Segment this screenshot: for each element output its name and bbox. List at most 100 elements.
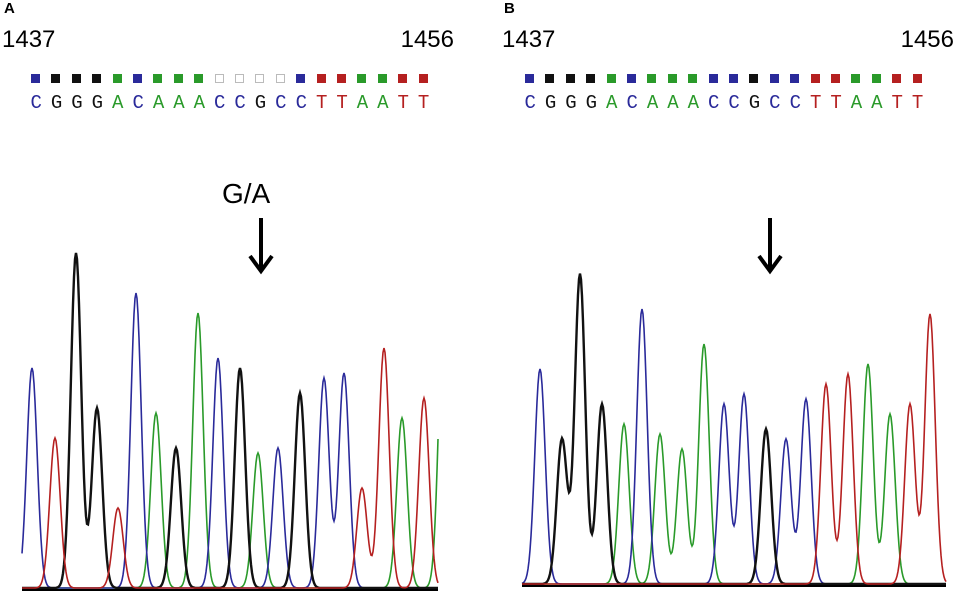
quality-square [831, 74, 840, 83]
quality-square [194, 74, 204, 83]
base-call: A [850, 92, 863, 114]
base-call: C [295, 92, 307, 114]
quality-square [173, 74, 183, 83]
quality-square [892, 74, 902, 83]
base-call: G [91, 92, 104, 114]
quality-square [545, 74, 555, 83]
base-call: T [397, 92, 409, 114]
quality-square [871, 74, 881, 83]
quality-square [790, 74, 800, 83]
base-call: C [626, 92, 638, 114]
base-call: G [71, 92, 83, 114]
quality-square [627, 74, 636, 83]
quality-square [769, 74, 779, 83]
trace-T [22, 347, 439, 589]
base-call: A [356, 92, 369, 114]
trace-G [522, 273, 946, 586]
quality-square [316, 74, 326, 83]
base-call: T [891, 92, 903, 114]
base-call: C [708, 92, 720, 114]
quality-square [606, 74, 616, 83]
quality-square [586, 74, 596, 83]
end-position: 1456 [400, 26, 454, 53]
base-call: A [112, 92, 124, 114]
base-call: A [377, 92, 389, 114]
quality-square [647, 74, 657, 83]
quality-square [275, 74, 285, 83]
base-call: C [132, 92, 144, 114]
quality-square [749, 74, 759, 83]
base-call: A [667, 92, 679, 114]
base-call: G [254, 92, 267, 114]
quality-square [912, 74, 922, 83]
base-call: T [315, 92, 328, 114]
chromatogram [521, 273, 947, 587]
base-call: G [544, 92, 557, 114]
quality-square [214, 74, 224, 83]
quality-square [51, 74, 61, 83]
base-call: C [30, 92, 42, 114]
quality-square [377, 74, 387, 83]
quality-square [255, 74, 265, 83]
quality-square [71, 74, 81, 83]
base-call: C [769, 92, 781, 114]
base-call: A [646, 92, 659, 114]
base-call: C [234, 92, 246, 114]
quality-square [235, 74, 244, 83]
quality-square [667, 74, 677, 83]
base-call: C [789, 92, 801, 114]
base-call: C [275, 92, 287, 114]
base-call: A [687, 92, 700, 114]
base-call: T [417, 92, 430, 114]
quality-square [337, 74, 346, 83]
base-call: T [809, 92, 822, 114]
quality-square [296, 74, 306, 83]
base-call: C [214, 92, 226, 114]
base-call: G [50, 92, 63, 114]
base-call: T [830, 92, 842, 114]
quality-square [398, 74, 408, 83]
base-call: T [336, 92, 348, 114]
quality-square [92, 74, 102, 83]
base-call: A [606, 92, 618, 114]
quality-square [708, 74, 718, 83]
quality-square [418, 74, 428, 83]
panel-letter: B [504, 0, 515, 17]
quality-square [133, 74, 142, 83]
end-position: 1456 [900, 26, 954, 53]
quality-square [810, 74, 820, 83]
quality-square [31, 74, 40, 83]
chromatogram [21, 252, 439, 591]
mutation-label: G/A [222, 178, 271, 209]
quality-square [851, 74, 861, 83]
base-call: C [728, 92, 740, 114]
quality-square [112, 74, 122, 83]
base-call: A [152, 92, 165, 114]
base-call: A [173, 92, 185, 114]
trace-T [522, 313, 947, 585]
quality-square [153, 74, 163, 83]
arrow-down-icon [248, 218, 274, 275]
quality-square [729, 74, 738, 83]
quality-square [357, 74, 367, 83]
base-call: A [193, 92, 206, 114]
base-call: C [524, 92, 536, 114]
start-position: 1437 [502, 26, 556, 53]
arrow-down-icon [757, 218, 783, 275]
base-call: G [748, 92, 761, 114]
quality-square [565, 74, 575, 83]
quality-square [688, 74, 698, 83]
base-call: G [565, 92, 577, 114]
start-position: 1437 [2, 26, 56, 53]
quality-square [525, 74, 534, 83]
base-call: G [585, 92, 598, 114]
base-call: A [871, 92, 883, 114]
trace-G [22, 252, 438, 590]
base-call: T [911, 92, 924, 114]
